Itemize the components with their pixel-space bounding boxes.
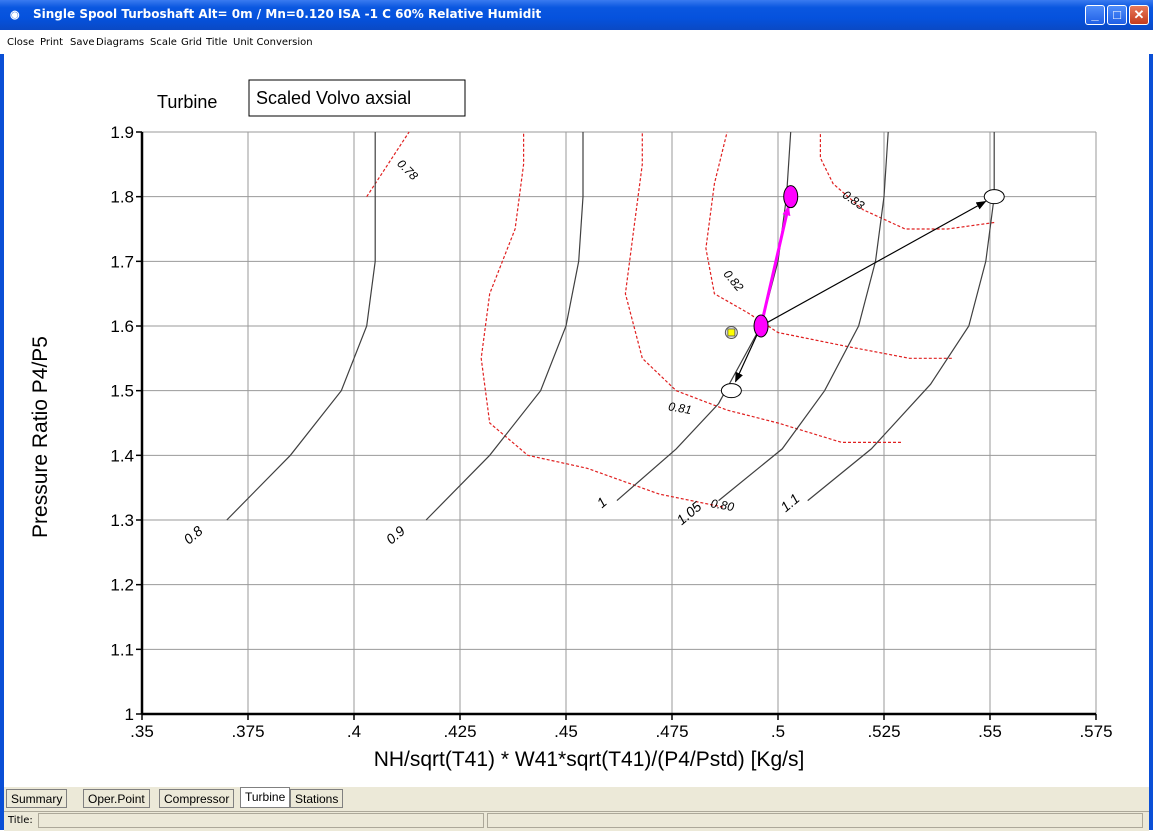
speed-line: [226, 132, 376, 521]
status-bar: Title:: [4, 811, 1149, 831]
efficiency-label: 0.81: [667, 399, 692, 417]
window-border-right: [1149, 30, 1153, 830]
map-name-box: [248, 79, 466, 117]
map-name: Scaled Volvo axsial: [256, 88, 411, 108]
y-tick-label: 1.2: [110, 576, 134, 595]
menu-title[interactable]: Title: [206, 37, 228, 48]
tab-stations[interactable]: Stations: [290, 789, 344, 808]
menu-close[interactable]: Close: [7, 37, 35, 48]
menu-save[interactable]: Save: [70, 37, 95, 48]
y-axis-label: Pressure Ratio P4/P5: [29, 336, 52, 538]
x-tick-label: .425: [443, 722, 476, 741]
y-tick-label: 1.4: [110, 446, 134, 465]
menu-scale[interactable]: Scale: [150, 37, 177, 48]
efficiency-label: 0.80: [710, 496, 736, 514]
y-tick-label: 1.5: [110, 382, 134, 401]
speed-label: 1.1: [777, 490, 802, 515]
menu-grid[interactable]: Grid: [181, 37, 202, 48]
efficiency-label: 0.82: [721, 267, 747, 294]
y-tick-label: 1.7: [110, 252, 134, 271]
tab-summary[interactable]: Summary: [6, 789, 68, 808]
menu-diagrams[interactable]: Diagrams: [96, 37, 145, 48]
y-tick-label: 1.6: [110, 317, 134, 336]
x-tick-label: .525: [867, 722, 900, 741]
minimize-icon[interactable]: _: [1085, 5, 1105, 25]
tab-oper-point[interactable]: Oper.Point: [83, 789, 150, 808]
x-axis-label: NH/sqrt(T41) * W41*sqrt(T41)/(P4/Pstd) […: [374, 748, 805, 771]
y-tick-label: 1.9: [110, 123, 134, 142]
efficiency-contour: [705, 131, 952, 359]
status-field-info: [487, 813, 1143, 828]
component-label: Turbine: [157, 92, 217, 112]
x-tick-label: .45: [554, 722, 578, 741]
status-field-title: [38, 813, 484, 828]
efficiency-label: 0.78: [394, 157, 421, 184]
axes: .35 .375 .4 .425 .45 .475 .5 .525 .55 .575 1 1.1 1.2…: [29, 123, 1113, 771]
efficiency-contour: [624, 132, 901, 443]
speed-line: [425, 132, 584, 521]
menu-print[interactable]: Print: [40, 37, 64, 48]
target-point: [783, 185, 799, 209]
menu-unit-conversion[interactable]: Unit Conversion: [233, 37, 313, 48]
tab-turbine[interactable]: Turbine: [240, 787, 291, 808]
high-point: [983, 189, 1005, 205]
x-tick-label: .575: [1079, 722, 1112, 741]
y-tick-label: 1.8: [110, 188, 134, 207]
low-point: [720, 383, 742, 399]
x-tick-label: .35: [130, 722, 154, 741]
efficiency-contour: [819, 132, 995, 230]
speed-line: [807, 132, 995, 502]
speed-label: 0.9: [383, 522, 408, 547]
window-border-left: [0, 30, 4, 830]
operating-point: [753, 314, 769, 338]
menu-bar: Close Print Save Diagrams Scale Grid Tit…: [0, 30, 1153, 54]
speed-lines: [226, 131, 995, 521]
y-tick-label: 1: [125, 705, 134, 724]
status-title-label: Title:: [8, 815, 33, 826]
window-title: Single Spool Turboshaft Alt= 0m / Mn=0.1…: [33, 7, 542, 21]
x-tick-label: .5: [771, 722, 785, 741]
x-tick-label: .475: [655, 722, 688, 741]
labels: 0.78 0.80 0.81 0.82 0.83 0.8 0.9 1 1.05 1.1 Turbin…: [157, 79, 867, 547]
efficiency-contour: [480, 132, 724, 508]
x-tick-label: .55: [978, 722, 1002, 741]
y-tick-label: 1.1: [110, 640, 134, 659]
speed-label: 1: [594, 494, 610, 511]
x-tick-label: .4: [347, 722, 361, 741]
maximize-icon[interactable]: □: [1107, 5, 1127, 25]
title-bar: ◉ Single Spool Turboshaft Alt= 0m / Mn=0…: [0, 0, 1153, 30]
chart-area: .35 .375 .4 .425 .45 .475 .5 .525 .55 .575 1 1.1 1.2…: [4, 54, 1149, 786]
y-tick-label: 1.3: [110, 511, 134, 530]
app-icon: ◉: [10, 9, 20, 21]
speed-label: 1.05: [673, 498, 704, 528]
markers: [720, 185, 1005, 399]
tab-bar: Summary Oper.Point Compressor Turbine St…: [4, 787, 1149, 811]
speed-line: [718, 131, 889, 502]
magenta-arrow: [759, 205, 791, 327]
speed-label: 0.8: [180, 522, 205, 547]
black-arrow-up: [760, 200, 987, 327]
efficiency-label: 0.83: [840, 188, 867, 213]
efficiency-contours: [366, 131, 995, 508]
x-tick-label: .375: [231, 722, 264, 741]
close-icon[interactable]: ✕: [1129, 5, 1149, 25]
turbine-map-chart: .35 .375 .4 .425 .45 .475 .5 .525 .55 .575 1 1.1 1.2…: [29, 79, 1113, 771]
design-point: [727, 328, 736, 337]
tab-compressor[interactable]: Compressor: [159, 789, 235, 808]
